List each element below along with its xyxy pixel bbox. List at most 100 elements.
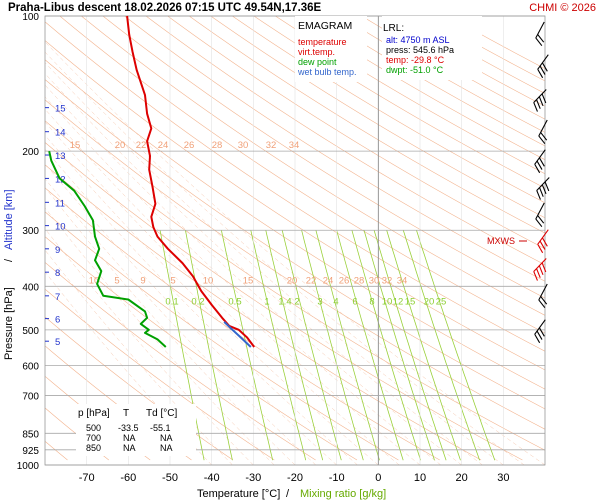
dry-adiabat	[45, 59, 545, 390]
y-tick-label: 100	[22, 12, 39, 23]
y-tick-label: 400	[22, 282, 39, 293]
dew-point-line	[48, 150, 167, 348]
grid-lines	[45, 16, 545, 465]
wind-barb-flag	[540, 132, 548, 141]
altitude-tick-label: 14	[55, 128, 66, 139]
dry-adiabat-label: 28	[212, 140, 223, 151]
dry-adiabat-label: 20	[115, 140, 126, 151]
wind-barb-flag	[536, 268, 541, 278]
wind-barb-flag	[535, 218, 543, 228]
wind-barb-flag	[540, 296, 548, 305]
mixing-ratio-line	[221, 230, 274, 461]
wind-barb-staff	[535, 21, 545, 39]
altitude-tick-label: 5	[55, 337, 60, 348]
dry-adiabat-label: 30	[238, 140, 249, 151]
moist-adiabat	[45, 51, 525, 465]
x-tick-label: -60	[120, 472, 136, 484]
dry-adiabat	[45, 120, 545, 451]
wind-barb-flag	[538, 265, 544, 276]
moist-adiabat	[45, 121, 400, 465]
mixing-ratio-label: 20	[424, 296, 435, 307]
mixing-ratio-line	[185, 230, 233, 461]
moist-adiabat	[45, 163, 337, 465]
y-tick-label: 300	[22, 226, 39, 237]
dry-adiabat	[253, 16, 545, 189]
dry-adiabat	[45, 407, 109, 461]
x-tick-label: -40	[204, 472, 220, 484]
dry-adiabat	[296, 16, 545, 161]
wind-barb-flag	[534, 164, 541, 174]
moist-adiabat-label: 30	[369, 275, 380, 286]
x-tick-label: 10	[414, 472, 426, 484]
moist-adiabat	[45, 62, 504, 465]
wind-barb-flag	[544, 181, 550, 192]
dry-adiabat	[232, 16, 545, 204]
wet-bulb-temp-line	[223, 321, 252, 348]
wind-barb-flag	[533, 271, 538, 281]
y-tick-label: 500	[22, 326, 39, 337]
moist-adiabat	[45, 96, 441, 465]
temperature-line	[126, 15, 256, 348]
mixing-ratio-line	[351, 230, 421, 461]
wind-barb-flag	[536, 190, 541, 200]
lrl-title: LRL:	[383, 23, 404, 34]
wind-barb-flag	[539, 187, 544, 197]
mixing-ratio-label: 12	[393, 296, 404, 307]
dry-adiabat	[45, 40, 545, 371]
moist-adiabat-label: 15	[243, 275, 254, 286]
moist-adiabat	[45, 178, 316, 465]
dry-adiabat	[210, 16, 545, 219]
dry-adiabat	[59, 16, 545, 334]
mixing-ratio-line	[373, 230, 447, 461]
altitude-tick-label: 11	[55, 198, 65, 209]
wind-barb-flag	[541, 93, 547, 104]
table-header-t: T	[123, 408, 129, 419]
moist-adiabat-label: 9	[140, 275, 145, 286]
y-tick-label: 600	[22, 361, 39, 372]
table-cell: NA	[123, 443, 136, 453]
moist-adiabat-label: 32	[382, 275, 393, 286]
altitude-tick-label: 9	[55, 245, 60, 256]
dry-adiabat-label: 24	[158, 140, 169, 151]
table-header-p: p [hPa]	[78, 408, 110, 419]
moist-adiabat-label: 26	[339, 275, 350, 286]
moist-adiabat	[45, 186, 296, 465]
altitude-tick-label: 6	[55, 315, 60, 326]
mixing-ratio-line	[336, 230, 404, 461]
y-tick-label: 700	[22, 391, 39, 402]
table-cell: -55.1	[150, 423, 171, 433]
dry-adiabat	[383, 16, 545, 107]
wind-barb	[533, 258, 547, 281]
mixing-ratio-label: 1	[264, 296, 269, 307]
x-tick-label: -70	[79, 472, 95, 484]
wind-barb-flag	[538, 96, 544, 107]
lrl-dwpt: dwpt: -51.0 °C	[386, 65, 444, 75]
x-axis-label-2: Mixing ratio [g/kg]	[300, 488, 386, 500]
wind-barb-flag	[536, 330, 543, 340]
legend-box	[295, 16, 367, 82]
wind-barb-staff	[533, 89, 547, 103]
moist-adiabat	[45, 84, 462, 465]
dry-adiabat	[45, 79, 545, 410]
wind-barb	[538, 119, 548, 145]
x-tick-label: -10	[329, 472, 345, 484]
dry-adiabat	[45, 316, 234, 461]
dry-adiabat	[275, 16, 545, 175]
lrl-box	[382, 16, 482, 80]
altitude-tick-label: 10	[55, 222, 66, 233]
legend-wet-bulb: wet bulb temp.	[297, 67, 357, 77]
dry-adiabat	[81, 16, 545, 316]
altitude-tick-label: 15	[55, 104, 66, 115]
x-axis-label: Temperature [°C]	[197, 488, 280, 500]
dry-adiabat	[339, 16, 545, 133]
moist-adiabat	[45, 108, 421, 465]
x-tick-label: 20	[456, 472, 468, 484]
dry-adiabat	[124, 16, 545, 282]
moist-adiabat	[45, 228, 254, 465]
wind-barb-flag	[541, 262, 547, 273]
wind-barb-flag	[538, 299, 546, 309]
x-tick-label: -50	[162, 472, 178, 484]
dry-adiabat	[45, 21, 545, 352]
mixing-ratio-label: 0.1	[165, 296, 178, 307]
dry-adiabat-label: 15	[70, 140, 81, 151]
